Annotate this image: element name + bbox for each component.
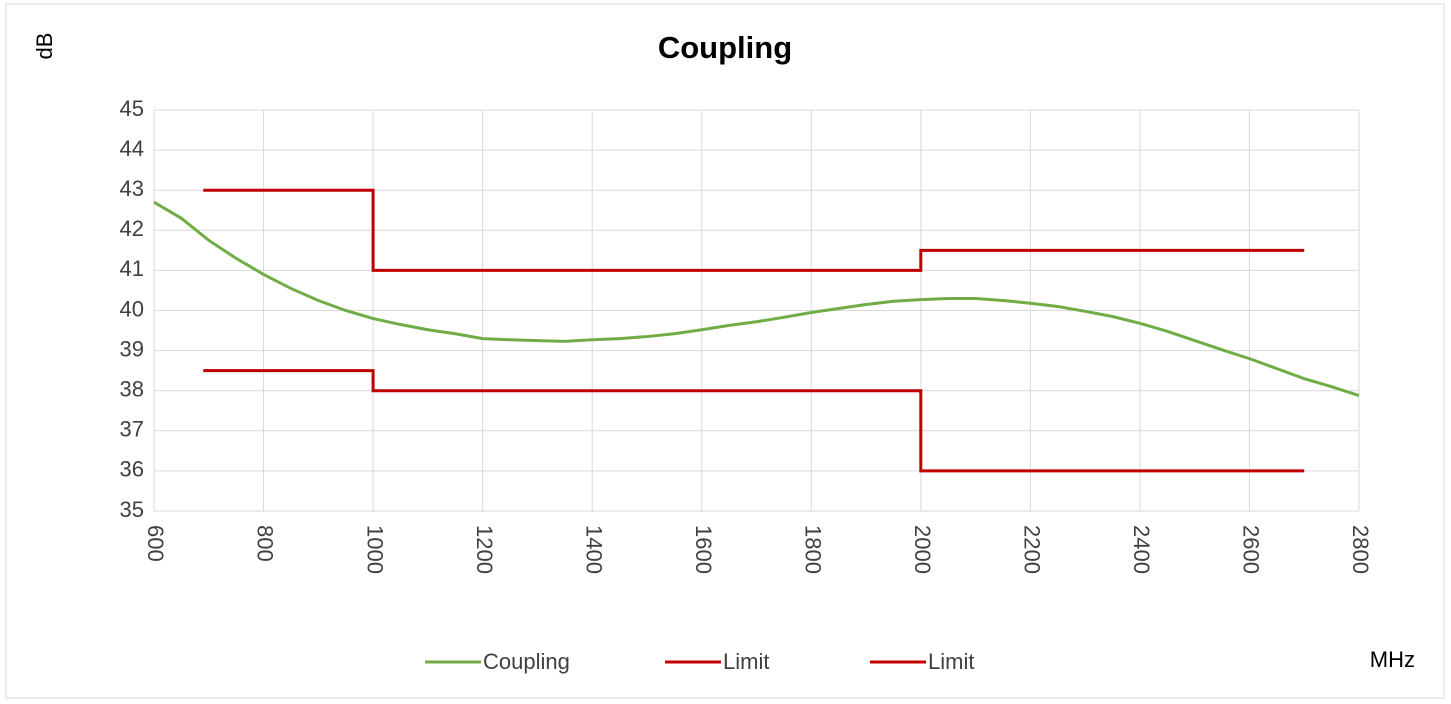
x-tick-label: 2600 bbox=[1239, 525, 1264, 574]
x-tick-label: 1800 bbox=[800, 525, 825, 574]
y-tick-label: 38 bbox=[120, 377, 144, 402]
x-tick-label: 1000 bbox=[362, 525, 387, 574]
y-tick-label: 41 bbox=[120, 256, 144, 281]
x-tick-label: 2800 bbox=[1348, 525, 1373, 574]
x-tick-label: 600 bbox=[143, 525, 168, 562]
x-tick-label: 2000 bbox=[910, 525, 935, 574]
legend-label: Limit bbox=[723, 649, 769, 674]
x-axis-label: MHz bbox=[1370, 647, 1415, 672]
legend-label: Coupling bbox=[483, 649, 570, 674]
y-tick-label: 35 bbox=[120, 497, 144, 522]
y-tick-label: 36 bbox=[120, 457, 144, 482]
line bbox=[153, 200, 1360, 397]
y-tick-label: 44 bbox=[120, 136, 144, 161]
line bbox=[203, 369, 1305, 473]
x-tick-label: 1400 bbox=[581, 525, 606, 574]
y-tick-label: 42 bbox=[120, 216, 144, 241]
y-tick-label: 39 bbox=[120, 336, 144, 361]
x-tick-label: 1200 bbox=[472, 525, 497, 574]
y-tick-label: 45 bbox=[120, 96, 144, 121]
y-tick-label: 37 bbox=[120, 417, 144, 442]
y-axis-label: dB bbox=[32, 33, 57, 60]
legend-label: Limit bbox=[928, 649, 974, 674]
x-tick-label: 2200 bbox=[1020, 525, 1045, 574]
x-tick-label: 800 bbox=[253, 525, 278, 562]
chart-title: Coupling bbox=[658, 30, 792, 65]
line bbox=[203, 188, 1305, 272]
y-tick-label: 43 bbox=[120, 176, 144, 201]
x-tick-label: 1600 bbox=[691, 525, 716, 574]
x-tick-label: 2400 bbox=[1129, 525, 1154, 574]
y-tick-label: 40 bbox=[120, 296, 144, 321]
